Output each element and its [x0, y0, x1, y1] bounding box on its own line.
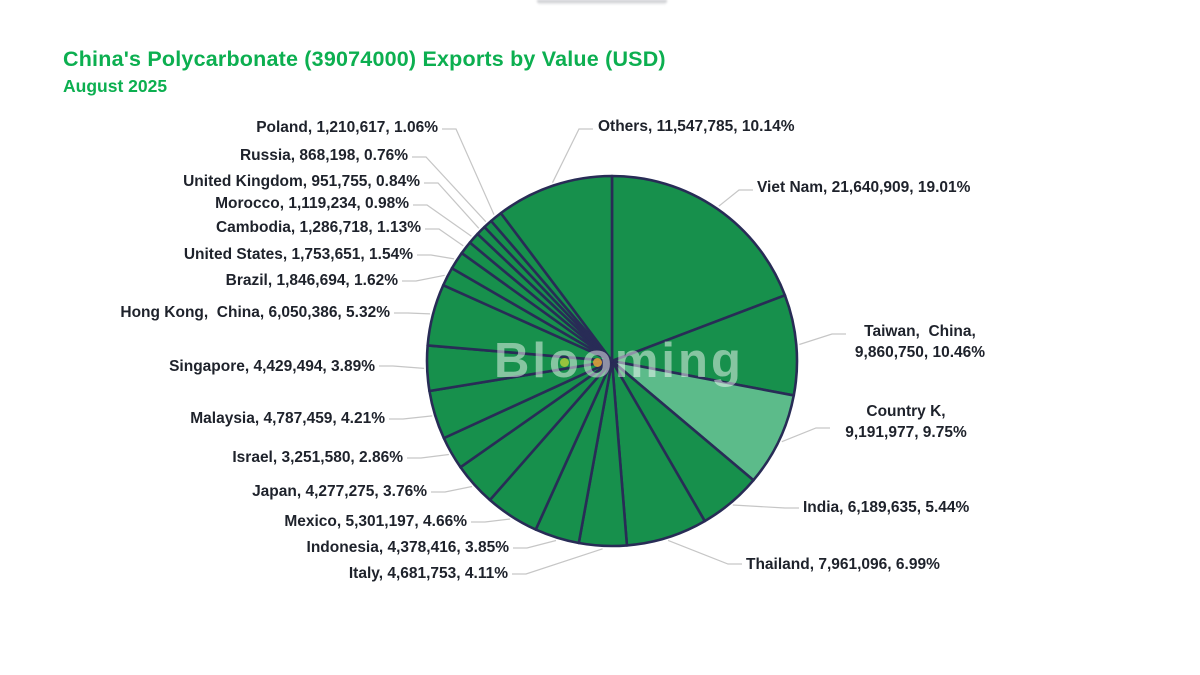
pie-slice-others: [499, 174, 614, 363]
watermark-dot-green-icon: [560, 358, 569, 367]
leader-line-singapore: [379, 365, 425, 369]
leader-line-brazil: [402, 274, 445, 282]
leader-line-thailand: [667, 539, 742, 565]
pie-slice-country-k: [610, 359, 796, 482]
leader-line-poland: [442, 128, 495, 215]
leader-line-others: [551, 128, 593, 183]
leader-line-indonesia: [513, 539, 557, 549]
leader-line-malaysia: [389, 415, 433, 420]
top-edge-artifact: [537, 0, 667, 5]
leader-line-viet-nam: [718, 189, 753, 207]
leader-line-india: [732, 504, 799, 509]
leader-line-italy: [512, 548, 603, 575]
leader-line-country-k: [781, 427, 830, 443]
pie-slice-viet-nam: [610, 174, 787, 363]
page-title: China's Polycarbonate (39074000) Exports…: [63, 47, 666, 71]
leader-line-united-states: [417, 254, 455, 260]
leader-line-united-kingdom: [424, 182, 480, 229]
leader-line-russia: [412, 156, 487, 223]
pie-slices-group: [425, 174, 799, 548]
leader-line-hong-kong-china: [394, 312, 431, 315]
leader-line-israel: [407, 453, 449, 459]
leader-lines-group: [379, 128, 846, 575]
watermark-dot-orange-icon: [593, 358, 602, 367]
page-subtitle: August 2025: [63, 76, 168, 96]
leader-line-cambodia: [425, 228, 464, 247]
pie-slice-taiwan-china: [610, 294, 799, 397]
leader-line-taiwan-china: [799, 333, 846, 346]
leader-line-mexico: [471, 518, 511, 523]
leader-line-japan: [431, 485, 473, 493]
chart-header: China's Polycarbonate (39074000) Exports…: [63, 47, 666, 97]
leader-line-morocco: [413, 204, 472, 237]
